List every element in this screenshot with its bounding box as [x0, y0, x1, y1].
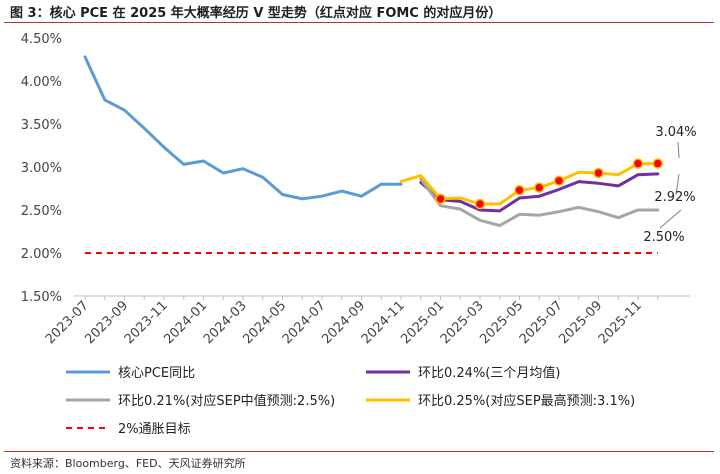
- legend-label-4: 2%通胀目标: [118, 422, 191, 437]
- data-label: 2.50%: [643, 230, 684, 245]
- y-tick-label: 2.00%: [21, 247, 62, 262]
- legend-label-3: 环比0.25%(对应SEP最高预测:3.1%): [418, 393, 635, 409]
- fomc-marker: [514, 184, 525, 196]
- fomc-marker: [435, 193, 446, 205]
- series-line-1: [419, 172, 660, 213]
- y-tick-label: 1.50%: [21, 290, 62, 305]
- y-tick-label: 4.50%: [21, 32, 62, 47]
- annotation-leader: [675, 173, 680, 196]
- fomc-marker: [652, 158, 663, 169]
- x-tick-label: 2025-11: [596, 298, 645, 347]
- source-divider: [4, 451, 714, 452]
- y-tick-label: 2.50%: [21, 204, 62, 219]
- chart-title: 图 3：核心 PCE 在 2025 年大概率经历 V 型走势（红点对应 FOMC…: [10, 6, 502, 21]
- y-tick-label: 4.00%: [21, 75, 62, 90]
- title-divider: [4, 22, 714, 23]
- legend-label-1: 环比0.24%(三个月均值): [418, 365, 560, 381]
- y-tick-label: 3.00%: [21, 161, 62, 176]
- annotation-leader: [659, 209, 682, 229]
- data-label: 3.04%: [655, 125, 696, 140]
- annotation-leader: [677, 141, 680, 159]
- legend-label-0: 核心PCE同比: [118, 366, 195, 381]
- series-line-2: [419, 177, 660, 227]
- fomc-marker: [632, 158, 644, 169]
- fomc-marker: [474, 198, 486, 210]
- series-line-0: [83, 55, 403, 201]
- data-label: 2.92%: [654, 190, 695, 205]
- y-tick-label: 3.50%: [21, 118, 62, 133]
- source-note: 资料来源：Bloomberg、FED、天风证券研究所: [10, 457, 246, 470]
- fomc-marker: [593, 167, 604, 179]
- legend-label-2: 环比0.21%(对应SEP中值预测:2.5%): [118, 393, 335, 409]
- fomc-marker: [534, 182, 545, 193]
- fomc-marker: [553, 175, 565, 187]
